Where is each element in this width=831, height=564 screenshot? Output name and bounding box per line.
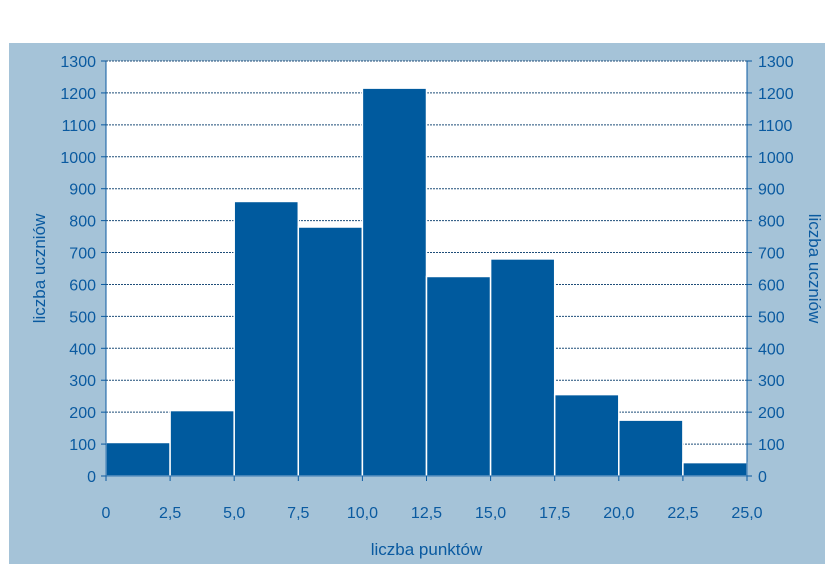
x-tick-label: 22,5	[667, 505, 698, 522]
histogram-bar	[425, 275, 492, 477]
y-tick-label-right: 900	[758, 182, 785, 199]
y-tick-label-left: 1000	[60, 150, 96, 167]
y-axis-left-title: liczba uczniów	[30, 213, 49, 323]
x-tick-label: 0	[102, 505, 111, 522]
x-axis-tick-labels: 0 2,5 5,0 7,5 10,0 12,5 15,0 17,5 20,0 22,5 25,0	[102, 505, 763, 522]
y-tick-label-left: 100	[69, 437, 96, 454]
histogram-bar	[233, 200, 300, 477]
y-tick-label-right: 700	[758, 246, 785, 263]
y-tick-label-left: 1200	[60, 86, 96, 103]
y-tick-label-left: 400	[69, 341, 96, 358]
x-tick-label: 2,5	[159, 505, 181, 522]
y-tick-label-right: 100	[758, 437, 785, 454]
y-tick-label-right: 300	[758, 373, 785, 390]
y-tick-label-left: 1100	[62, 118, 97, 135]
histogram-bar	[553, 393, 620, 477]
histogram-chart: 0100200300400500600700800900100011001200…	[30, 54, 824, 559]
histogram-bar	[618, 419, 684, 477]
y-tick-label-left: 500	[69, 309, 96, 326]
y-tick-label-right: 1100	[758, 118, 793, 135]
y-tick-label-left: 200	[69, 405, 96, 422]
y-tick-label-right: 1000	[758, 150, 794, 167]
x-tick-label: 7,5	[287, 505, 309, 522]
y-tick-label-right: 400	[758, 341, 785, 358]
y-tick-label-right: 1200	[758, 86, 794, 103]
x-tick-label: 10,0	[347, 505, 378, 522]
y-tick-label-left: 900	[69, 182, 96, 199]
y-axis-left-tick-labels: 0 100 200 300 400 500 600 700 800 900 1000 1100 1200…	[60, 54, 96, 486]
y-axis-right-tick-labels: 0 100 200 300 400 500 600 700 800 900 1000 1100 1200…	[758, 54, 794, 486]
x-axis-title: liczba punktów	[371, 540, 483, 559]
y-tick-label-right: 500	[758, 309, 785, 326]
x-tick-label: 5,0	[223, 505, 245, 522]
chart-figure: 0 100 200 300 400 500 600 700 800 900 1000 1100 1200…	[9, 43, 825, 564]
histogram-bar	[682, 461, 748, 477]
y-tick-label-right: 1300	[758, 54, 794, 71]
x-tick-label: 17,5	[539, 505, 570, 522]
y-tick-label-left: 300	[69, 373, 96, 390]
y-tick-label-left: 600	[69, 277, 96, 294]
histogram-bar	[105, 441, 171, 477]
bars	[105, 87, 748, 477]
y-tick-label-right: 200	[758, 405, 785, 422]
y-tick-label-left: 700	[69, 246, 96, 263]
axes	[101, 60, 752, 481]
histogram-bar	[489, 258, 556, 477]
y-axis-right-title: liczba uczniów	[805, 214, 824, 324]
y-tick-label-left: 800	[69, 214, 96, 231]
histogram-bar	[297, 226, 364, 477]
y-tick-label-right: 600	[758, 277, 785, 294]
x-tick-label: 15,0	[475, 505, 506, 522]
x-tick-label: 25,0	[731, 505, 762, 522]
y-tick-label-right: 0	[758, 469, 767, 486]
y-tick-label-left: 1300	[60, 54, 96, 71]
histogram-bar	[361, 87, 428, 477]
histogram-bar	[169, 409, 235, 477]
y-tick-label-left: 0	[87, 469, 96, 486]
x-tick-label: 12,5	[411, 505, 442, 522]
y-tick-label-right: 800	[758, 214, 785, 231]
x-tick-label: 20,0	[603, 505, 634, 522]
